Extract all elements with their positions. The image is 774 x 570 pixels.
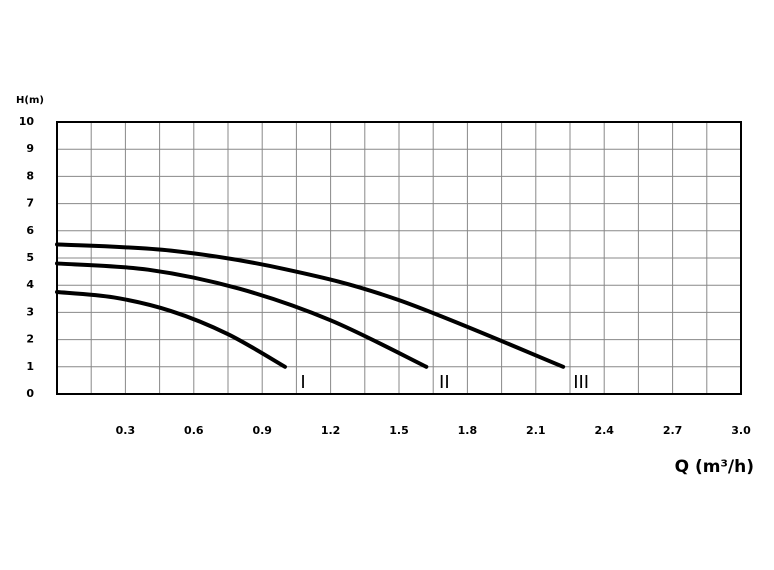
curve-label: II	[439, 372, 450, 393]
x-tick-label: 2.1	[526, 424, 546, 437]
y-tick-label: 4	[26, 278, 34, 291]
y-tick-label: 3	[26, 305, 34, 318]
y-tick-label: 0	[26, 387, 34, 400]
y-tick-label: 10	[19, 115, 35, 128]
x-tick-label: 2.7	[663, 424, 683, 437]
x-tick-label: 3.0	[731, 424, 751, 437]
x-tick-label: 0.9	[252, 424, 272, 437]
x-tick-label: 1.5	[389, 424, 409, 437]
x-tick-label: 1.2	[321, 424, 341, 437]
x-tick-label: 0.3	[116, 424, 136, 437]
plot-frame	[56, 121, 742, 395]
curve	[55, 261, 429, 369]
curve	[55, 242, 566, 369]
y-tick-label: 5	[26, 251, 34, 264]
y-tick-label: 2	[26, 333, 34, 346]
x-tick-label: 0.6	[184, 424, 204, 437]
curve-label: III	[573, 372, 589, 393]
x-axis-label: Q (m³/h)	[675, 457, 754, 477]
y-tick-label: 6	[26, 224, 34, 237]
x-tick-label: 1.8	[458, 424, 478, 437]
curve-label: I	[300, 372, 305, 393]
x-tick-label: 2.4	[594, 424, 614, 437]
y-tick-label: 9	[26, 142, 34, 155]
y-tick-label: 8	[26, 169, 34, 182]
curve	[55, 290, 287, 369]
y-tick-label: 1	[26, 360, 34, 373]
y-axis-label: H(m)	[16, 95, 44, 106]
y-tick-label: 7	[26, 197, 34, 210]
